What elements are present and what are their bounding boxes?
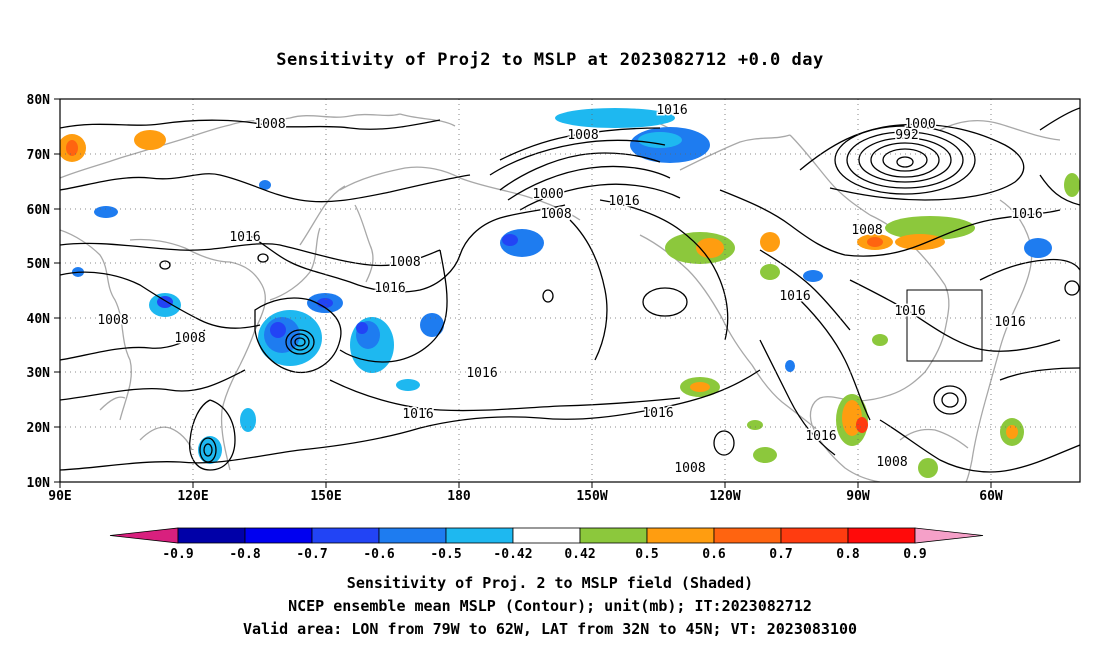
contour-label: 1008 (254, 117, 285, 132)
colorbar-segment (311, 527, 380, 544)
colorbar-segment (177, 527, 246, 544)
lon-label: 180 (447, 489, 471, 504)
contour-label: 1008 (540, 207, 571, 222)
lon-label: 90W (846, 489, 870, 504)
contour-label: 1008 (851, 223, 882, 238)
colorbar: -0.9 -0.8 -0.7 -0.6 -0.5 -0.42 0.42 0.5 0.6 0.7 0.… (109, 527, 984, 562)
colorbar-segment (445, 527, 514, 544)
plot-frame (59, 98, 1081, 483)
contour-label: 1016 (994, 315, 1025, 330)
contour-label: 1008 (174, 331, 205, 346)
contour-label: 1000 (532, 187, 563, 202)
colorbar-tick-label: -0.8 (229, 547, 260, 562)
contour-labels: 1008 1016 1008 1000 992 1000 1008 1016 1… (96, 102, 1044, 478)
colorbar-arrow-left (109, 527, 179, 544)
lat-label: 40N (27, 312, 51, 327)
colorbar-segment (512, 527, 581, 544)
contour-label: 1008 (567, 128, 598, 143)
contour-label: 1008 (876, 455, 907, 470)
colorbar-tick-label: -0.9 (162, 547, 193, 562)
colorbar-tick-label: 0.7 (769, 547, 792, 562)
contour-label: 1016 (1011, 207, 1042, 222)
contour-label: 1016 (805, 429, 836, 444)
contour-label: 992 (895, 128, 918, 143)
lon-label: 150W (576, 489, 607, 504)
contour-label: 1008 (674, 461, 705, 476)
lat-label: 60N (27, 203, 51, 218)
footer-line-3: Valid area: LON from 79W to 62W, LAT fro… (242, 620, 858, 638)
contour-label: 1000 (904, 117, 935, 132)
colorbar-tick-label: -0.5 (430, 547, 461, 562)
contour-label: 1016 (466, 366, 497, 381)
colorbar-segment (847, 527, 916, 544)
contour-label: 1016 (894, 304, 925, 319)
lat-label: 80N (27, 93, 51, 108)
lon-label: 90E (48, 489, 71, 504)
colorbar-segment (713, 527, 782, 544)
contour-label: 1016 (608, 194, 639, 209)
footer-line-1: Sensitivity of Proj. 2 to MSLP field (Sh… (346, 574, 754, 592)
mslp-contours (60, 107, 1080, 473)
lat-label: 30N (27, 366, 51, 381)
tick-marks (54, 98, 992, 488)
colorbar-segment (579, 527, 648, 544)
colorbar-tick-label: 0.8 (836, 547, 860, 562)
latitude-labels: 80N 70N 60N 50N 40N 30N 20N 10N (27, 93, 51, 491)
lon-label: 60W (979, 489, 1003, 504)
contour-label: 1016 (402, 407, 433, 422)
lat-label: 20N (27, 421, 51, 436)
lat-label: 10N (27, 476, 51, 491)
valid-area-box (906, 289, 983, 362)
colorbar-tick-label: 0.6 (702, 547, 726, 562)
contour-label: 1016 (374, 281, 405, 296)
contour-label: 1008 (97, 313, 128, 328)
colorbar-segment (780, 527, 849, 544)
colorbar-tick-label: -0.7 (296, 547, 327, 562)
colorbar-tick-label: 0.5 (635, 547, 658, 562)
colorbar-segment (646, 527, 715, 544)
colorbar-segment (244, 527, 313, 544)
map-title: Sensitivity of Proj2 to MSLP at 20230827… (276, 50, 824, 70)
longitude-labels: 90E 120E 150E 180 150W 120W 90W 60W (48, 489, 1003, 504)
lat-label: 70N (27, 148, 51, 163)
colorbar-tick-label: -0.42 (493, 547, 532, 562)
contour-label: 1016 (656, 103, 687, 118)
colorbar-tick-label: 0.9 (903, 547, 926, 562)
contour-label: 1016 (642, 406, 673, 421)
colorbar-arrow-right (914, 527, 984, 544)
lon-label: 120E (177, 489, 208, 504)
lon-label: 120W (709, 489, 740, 504)
lat-label: 50N (27, 257, 51, 272)
contour-label: 1008 (389, 255, 420, 270)
contour-label: 1016 (779, 289, 810, 304)
colorbar-tick-label: 0.42 (564, 547, 595, 562)
contour-label: 1016 (229, 230, 260, 245)
lon-label: 150E (310, 489, 341, 504)
footer-line-2: NCEP ensemble mean MSLP (Contour); unit(… (288, 597, 812, 615)
colorbar-segment (378, 527, 447, 544)
colorbar-tick-label: -0.6 (363, 547, 394, 562)
grid-lines (60, 99, 1080, 482)
